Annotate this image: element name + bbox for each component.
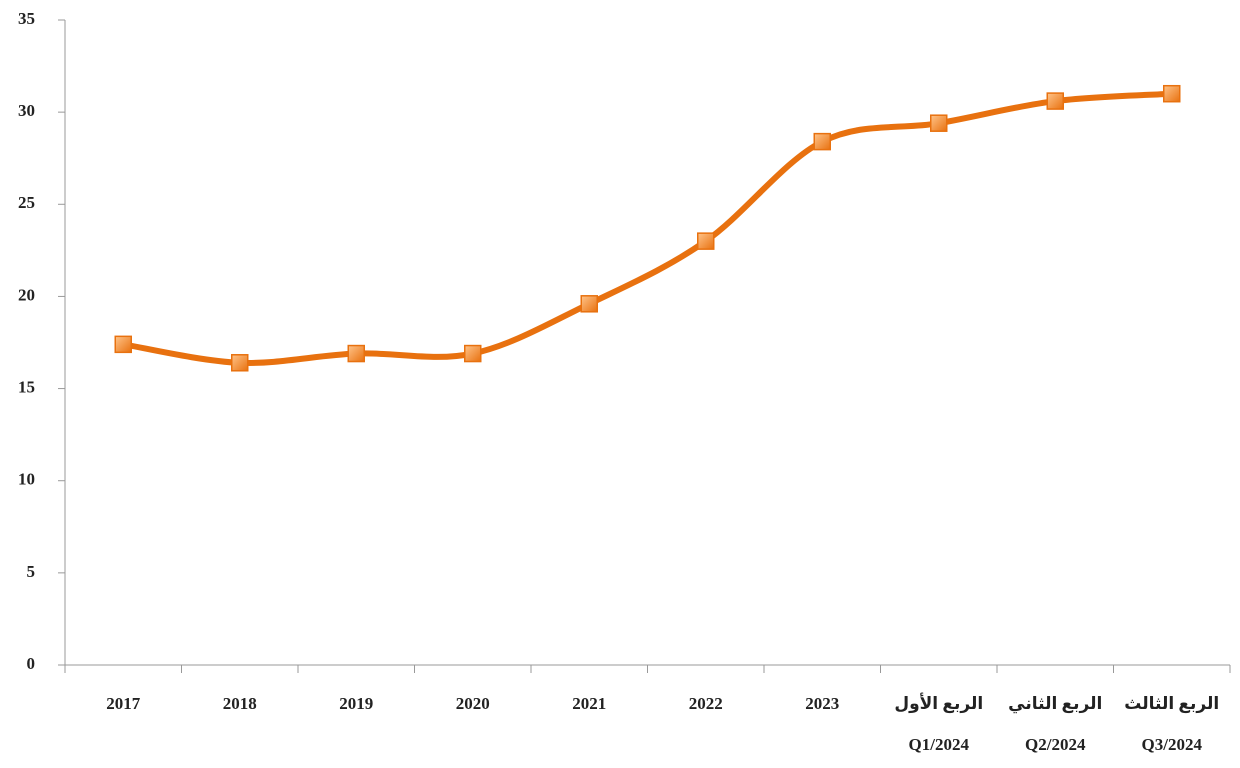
x-tick-label: 2018 — [223, 694, 257, 713]
y-tick-label: 5 — [27, 562, 36, 581]
y-tick-label: 20 — [18, 285, 35, 304]
y-tick-label: 30 — [18, 101, 35, 120]
y-tick-label: 0 — [27, 654, 36, 673]
x-tick-label: 2020 — [456, 694, 490, 713]
x-tick-label: الربع الأول Q1/2024 — [894, 693, 983, 754]
x-tick-label: 2023 — [805, 694, 839, 713]
x-tick-label: 2022 — [689, 694, 723, 713]
y-tick-label: 35 — [18, 9, 35, 28]
line — [122, 90, 1172, 366]
marker — [464, 344, 482, 363]
marker — [813, 132, 831, 151]
marker — [1046, 92, 1064, 110]
marker — [697, 232, 715, 250]
y-tick-label: 15 — [18, 377, 35, 396]
marker — [114, 335, 132, 354]
y-tick-label: 25 — [18, 193, 35, 212]
marker — [580, 295, 598, 313]
x-tick-label: 2017 — [106, 694, 141, 713]
x-tick-label: الربع الثالث Q3/2024 — [1124, 694, 1219, 754]
marker — [930, 114, 948, 132]
x-tick-label: 2019 — [339, 694, 373, 713]
y-tick-label: 10 — [18, 470, 35, 489]
marker — [231, 354, 249, 372]
x-tick-label: الربع الثاني Q2/2024 — [1008, 694, 1102, 754]
marker — [347, 344, 365, 363]
x-tick-label: 2021 — [572, 694, 606, 713]
marker — [1163, 84, 1181, 103]
